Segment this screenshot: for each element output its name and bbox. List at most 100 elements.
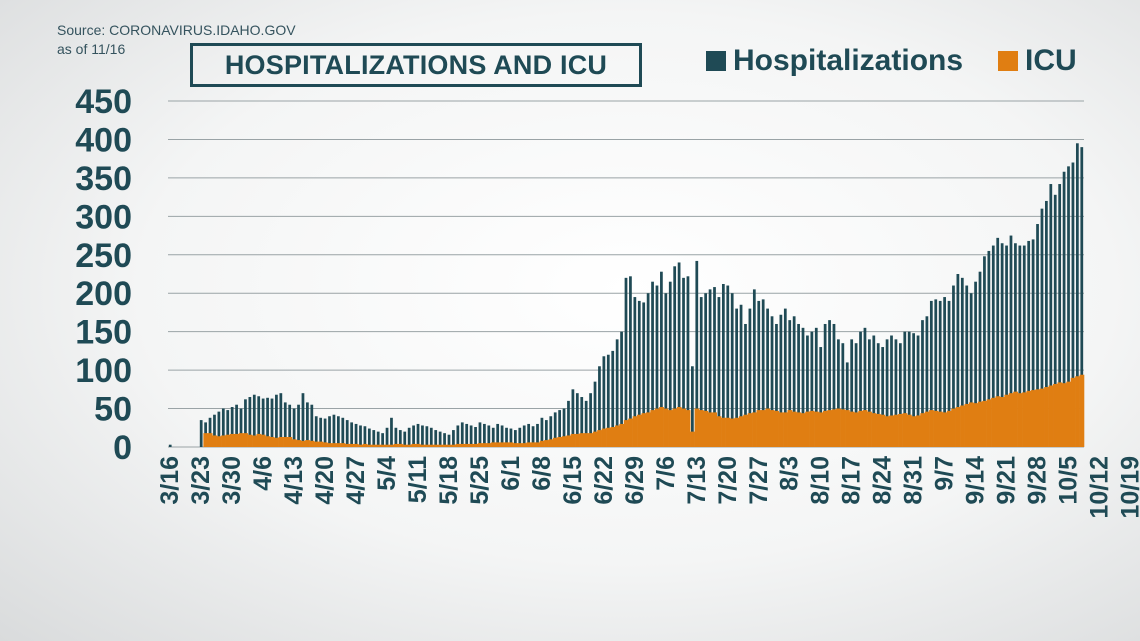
x-tick-label: 7/20 bbox=[714, 456, 742, 505]
hospitalizations-bar bbox=[797, 323, 800, 447]
icu-bar bbox=[402, 444, 408, 447]
icu-bar bbox=[464, 443, 470, 447]
x-tick-label: 5/18 bbox=[435, 456, 463, 505]
hospitalizations-bar bbox=[832, 323, 836, 447]
icu-bar bbox=[1075, 376, 1080, 447]
icu-bar bbox=[867, 411, 872, 447]
icu-bar bbox=[504, 442, 510, 447]
hospitalizations-bar bbox=[872, 335, 876, 447]
hospitalizations-bar bbox=[429, 427, 433, 447]
hospitalizations-bar bbox=[713, 287, 716, 447]
icu-bar bbox=[583, 433, 589, 447]
icu-bar bbox=[814, 411, 819, 447]
icu-bar bbox=[336, 443, 341, 447]
hospitalizations-bar bbox=[434, 430, 438, 447]
icu-bar bbox=[973, 403, 979, 447]
icu-bar bbox=[548, 439, 554, 447]
hospitalizations-bar bbox=[345, 420, 349, 447]
hospitalizations-bar bbox=[757, 300, 761, 447]
icu-bar bbox=[508, 442, 514, 447]
y-tick-label: 250 bbox=[75, 237, 132, 275]
hospitalizations-bar bbox=[620, 331, 623, 447]
hospitalizations-bar bbox=[394, 427, 398, 447]
hospitalizations-bar bbox=[483, 423, 486, 447]
icu-bar bbox=[946, 410, 952, 447]
icu-bar bbox=[1004, 394, 1010, 447]
icu-bar bbox=[968, 402, 974, 447]
hospitalizations-bar bbox=[859, 331, 862, 447]
icu-bar bbox=[787, 410, 793, 447]
icu-bar bbox=[393, 443, 399, 447]
x-tick-label: 4/20 bbox=[311, 456, 339, 505]
hospitalizations-bar bbox=[602, 356, 606, 447]
icu-bar bbox=[685, 410, 691, 447]
hospitalizations-bar bbox=[283, 402, 287, 447]
hospitalizations-bar bbox=[978, 271, 982, 447]
hospitalizations-bar bbox=[664, 293, 668, 447]
hospitalizations-bar bbox=[443, 433, 446, 447]
icu-bar bbox=[911, 416, 917, 447]
icu-bar bbox=[579, 433, 585, 447]
icu-bar bbox=[995, 396, 1001, 447]
hospitalizations-bar bbox=[403, 431, 407, 447]
hospitalizations-bar bbox=[850, 339, 854, 447]
hospitalizations-bar bbox=[682, 277, 685, 447]
x-tick-label: 5/11 bbox=[404, 456, 432, 503]
icu-bar bbox=[446, 444, 452, 447]
icu-bar bbox=[721, 417, 726, 447]
icu-bar bbox=[1022, 392, 1027, 447]
hospitalizations-bar bbox=[744, 323, 747, 447]
hospitalizations-bar bbox=[1018, 245, 1022, 447]
icu-bar bbox=[322, 442, 328, 447]
icu-bar bbox=[291, 439, 297, 447]
hospitalizations-bar bbox=[469, 425, 473, 447]
x-tick-label: 7/27 bbox=[745, 456, 773, 505]
hospitalizations-bar bbox=[934, 299, 938, 447]
hospitalizations-bar bbox=[1040, 208, 1044, 447]
icu-bar bbox=[743, 414, 748, 447]
icu-bar bbox=[1057, 382, 1063, 447]
hospitalizations-bar bbox=[1014, 243, 1017, 447]
icu-bar bbox=[982, 400, 987, 447]
hospitalizations-bar bbox=[288, 404, 292, 447]
hospitalizations-bar bbox=[270, 398, 274, 447]
hospitalizations-bar bbox=[452, 430, 455, 447]
icu-bar bbox=[274, 437, 279, 447]
icu-bar bbox=[221, 435, 226, 447]
icu-bar bbox=[367, 444, 372, 447]
icu-bar bbox=[805, 411, 810, 447]
icu-bar bbox=[1013, 391, 1018, 447]
y-tick-label: 150 bbox=[75, 314, 132, 352]
icu-bar bbox=[429, 444, 434, 447]
icu-bar bbox=[889, 415, 895, 447]
x-tick-label: 10/19 bbox=[1116, 456, 1140, 519]
icu-bar bbox=[234, 433, 240, 447]
icu-bar bbox=[610, 427, 616, 447]
hospitalizations-bar bbox=[708, 289, 712, 447]
icu-bar bbox=[588, 433, 594, 447]
x-tick-label: 8/24 bbox=[869, 456, 897, 505]
icu-bar bbox=[681, 408, 687, 447]
icu-bar bbox=[212, 435, 217, 447]
hospitalizations-bar bbox=[350, 422, 354, 447]
hospitalizations-bar bbox=[412, 425, 415, 447]
hospitalizations-bar bbox=[456, 425, 460, 447]
icu-bar bbox=[690, 431, 695, 447]
icu-bar bbox=[756, 410, 762, 447]
icu-bar bbox=[707, 412, 713, 447]
icu-bar bbox=[650, 410, 656, 447]
icu-bar bbox=[349, 443, 355, 447]
x-tick-label: 8/10 bbox=[807, 456, 835, 505]
hospitalizations-bar bbox=[496, 423, 500, 447]
hospitalizations-bar bbox=[695, 260, 699, 447]
x-tick-label: 9/14 bbox=[962, 456, 990, 505]
icu-bar bbox=[778, 412, 784, 447]
hospitalizations-bar bbox=[500, 425, 504, 447]
icu-bar bbox=[283, 437, 288, 447]
icu-bar bbox=[601, 428, 607, 447]
icu-bar bbox=[893, 414, 899, 447]
hospitalizations-bar bbox=[527, 423, 531, 447]
legend-label-hospitalizations: Hospitalizations bbox=[733, 44, 964, 77]
icu-bar bbox=[526, 442, 532, 447]
hospitalizations-bar bbox=[522, 425, 526, 447]
